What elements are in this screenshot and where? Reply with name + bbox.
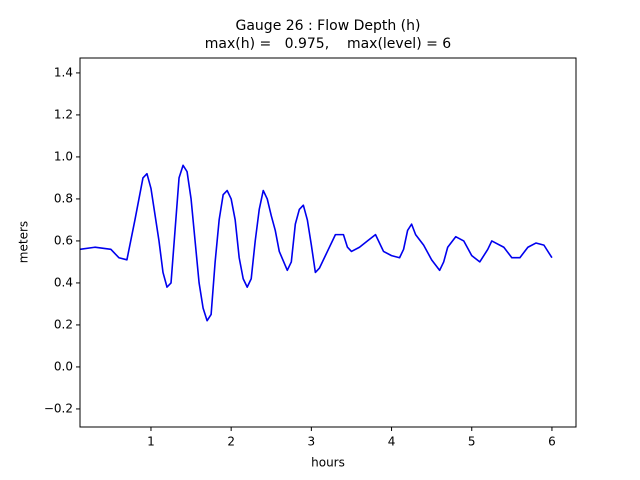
y-tick-label: 1.0 (54, 149, 73, 163)
y-tick-label: 0.2 (54, 317, 73, 331)
chart-subtitle: max(h) = 0.975, max(level) = 6 (205, 36, 452, 52)
x-tick-label: 3 (308, 435, 316, 449)
y-tick-label: 0.6 (54, 233, 73, 247)
x-tick-label: 2 (227, 435, 235, 449)
y-tick-label: 1.4 (54, 65, 73, 79)
y-tick-label: 0.8 (54, 191, 73, 205)
plot-frame (79, 57, 577, 428)
y-tick-label: 1.2 (54, 107, 73, 121)
chart-title: Gauge 26 : Flow Depth (h) (236, 18, 421, 34)
x-tick-label: 5 (468, 435, 476, 449)
x-tick-label: 1 (147, 435, 155, 449)
y-axis-label: meters (17, 221, 31, 263)
y-tick-label: 0.0 (54, 359, 73, 373)
y-tick-label: 0.4 (54, 275, 73, 289)
y-tick-label: −0.2 (44, 401, 73, 415)
data-line (79, 164, 553, 322)
x-tick-label: 6 (548, 435, 556, 449)
x-tick-label: 4 (388, 435, 396, 449)
x-axis-label: hours (311, 456, 345, 470)
